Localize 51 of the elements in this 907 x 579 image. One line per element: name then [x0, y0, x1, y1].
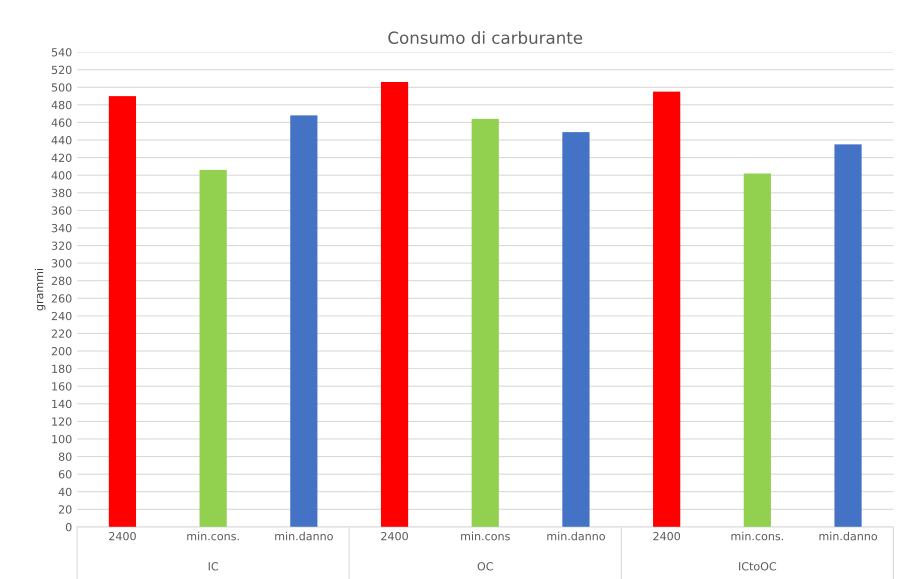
bar [653, 92, 680, 527]
y-tick-label: 480 [52, 100, 72, 110]
bar [744, 173, 771, 527]
y-tick-label: 320 [52, 242, 72, 250]
y-tick-label: 40 [58, 488, 72, 496]
y-tick-label: 100 [52, 434, 72, 444]
y-tick-label: 240 [52, 312, 72, 320]
y-tick-label: 20 [58, 505, 72, 514]
y-tick-label: 160 [52, 382, 72, 391]
bar [472, 118, 499, 527]
y-tick-label: 300 [52, 259, 72, 268]
y-tick-label: 260 [52, 294, 72, 303]
y-tick-label: 220 [52, 329, 72, 338]
chart-title: Consumo di carburante [388, 31, 582, 44]
y-tick-label: 280 [52, 276, 72, 286]
y-tick-label: 80 [58, 452, 72, 461]
bar [380, 82, 408, 527]
y-tick-label: 440 [52, 136, 72, 144]
y-tick-label: 520 [52, 66, 72, 74]
y-tick-label: 180 [52, 364, 72, 374]
bar [290, 115, 318, 527]
y-tick-label: 140 [52, 400, 72, 408]
y-tick-label: 460 [52, 118, 72, 127]
y-tick-label: 400 [52, 171, 72, 180]
bar [562, 132, 590, 527]
bar [200, 170, 227, 527]
bar [108, 96, 136, 527]
x-tick-label: min.danno [275, 532, 333, 540]
y-tick-label: 120 [52, 417, 72, 426]
x-tick-label: min.danno [819, 532, 878, 540]
x-tick-label: 2400 [109, 532, 136, 540]
x-tick-label: min.cons. [187, 532, 239, 540]
y-tick-label: 500 [52, 83, 72, 92]
y-tick-label: 360 [52, 206, 72, 215]
text: OC [478, 562, 493, 570]
y-tick-label: 60 [58, 470, 72, 479]
y-tick-label: 380 [52, 188, 72, 198]
y-tick-label: 420 [52, 154, 72, 162]
x-tick-label: 2400 [653, 532, 680, 540]
x-tick-label: min.cons [461, 532, 510, 540]
x-tick-label: 2400 [381, 532, 408, 540]
x-tick-label: min.cons. [731, 532, 784, 540]
x-tick-label: min.danno [547, 532, 605, 540]
y-tick-label: 340 [52, 224, 72, 232]
y-tick-label: 540 [52, 48, 72, 56]
y-axis-title: grammi [34, 268, 46, 310]
y-tick-label: 0 [66, 522, 72, 532]
y-tick-label: 200 [52, 347, 72, 356]
text: IC [208, 562, 218, 570]
text: ICtoOC [739, 562, 776, 570]
bar [834, 144, 862, 527]
